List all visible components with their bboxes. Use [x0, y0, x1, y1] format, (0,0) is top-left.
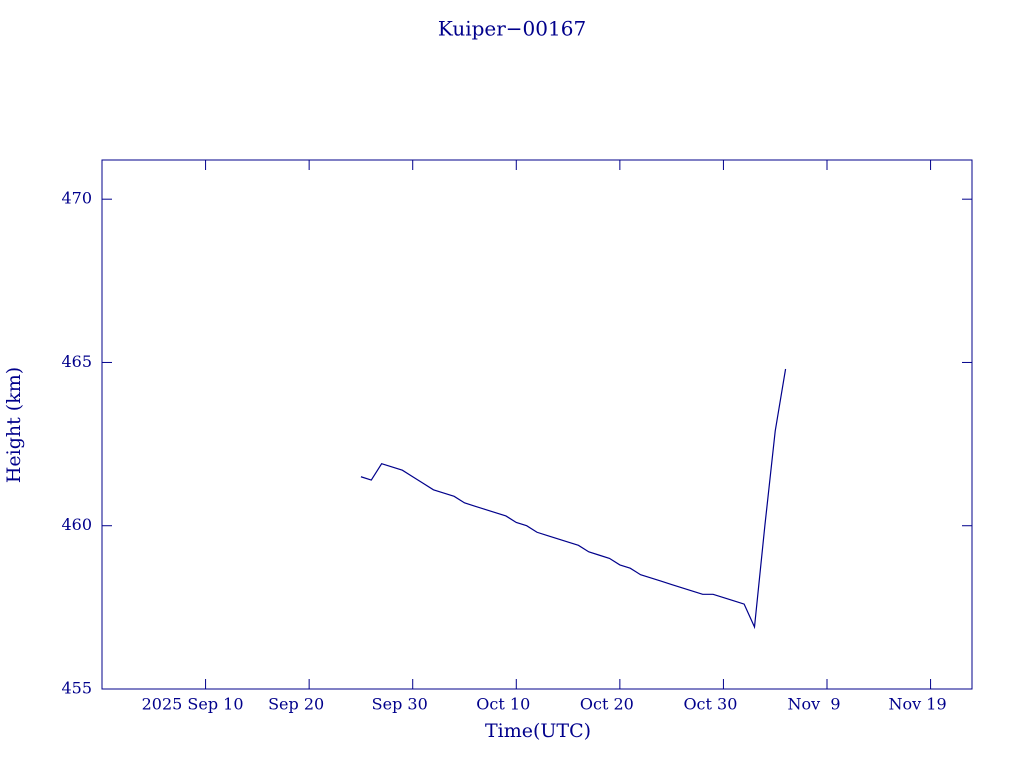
y-tick-label: 460	[61, 515, 92, 534]
x-tick-label: Sep 20	[268, 695, 324, 714]
x-tick-label: Nov 9	[787, 695, 840, 714]
plot-frame	[101, 159, 973, 690]
x-tick-label: Nov 19	[889, 695, 947, 714]
x-axis-label: Time(UTC)	[485, 720, 591, 742]
data-line	[360, 368, 787, 630]
y-tick-label: 470	[61, 189, 92, 208]
y-tick-label: 455	[61, 679, 92, 698]
x-tick-label: Sep 30	[372, 695, 428, 714]
x-tick-label: Oct 30	[683, 695, 737, 714]
x-tick-label: Oct 10	[476, 695, 530, 714]
y-tick-label: 465	[61, 352, 92, 371]
x-tick-label: 2025 Sep 10	[142, 695, 244, 714]
chart-title: Kuiper−00167	[438, 17, 586, 41]
x-tick-label: Oct 20	[580, 695, 634, 714]
y-axis-label: Height (km)	[3, 367, 25, 483]
